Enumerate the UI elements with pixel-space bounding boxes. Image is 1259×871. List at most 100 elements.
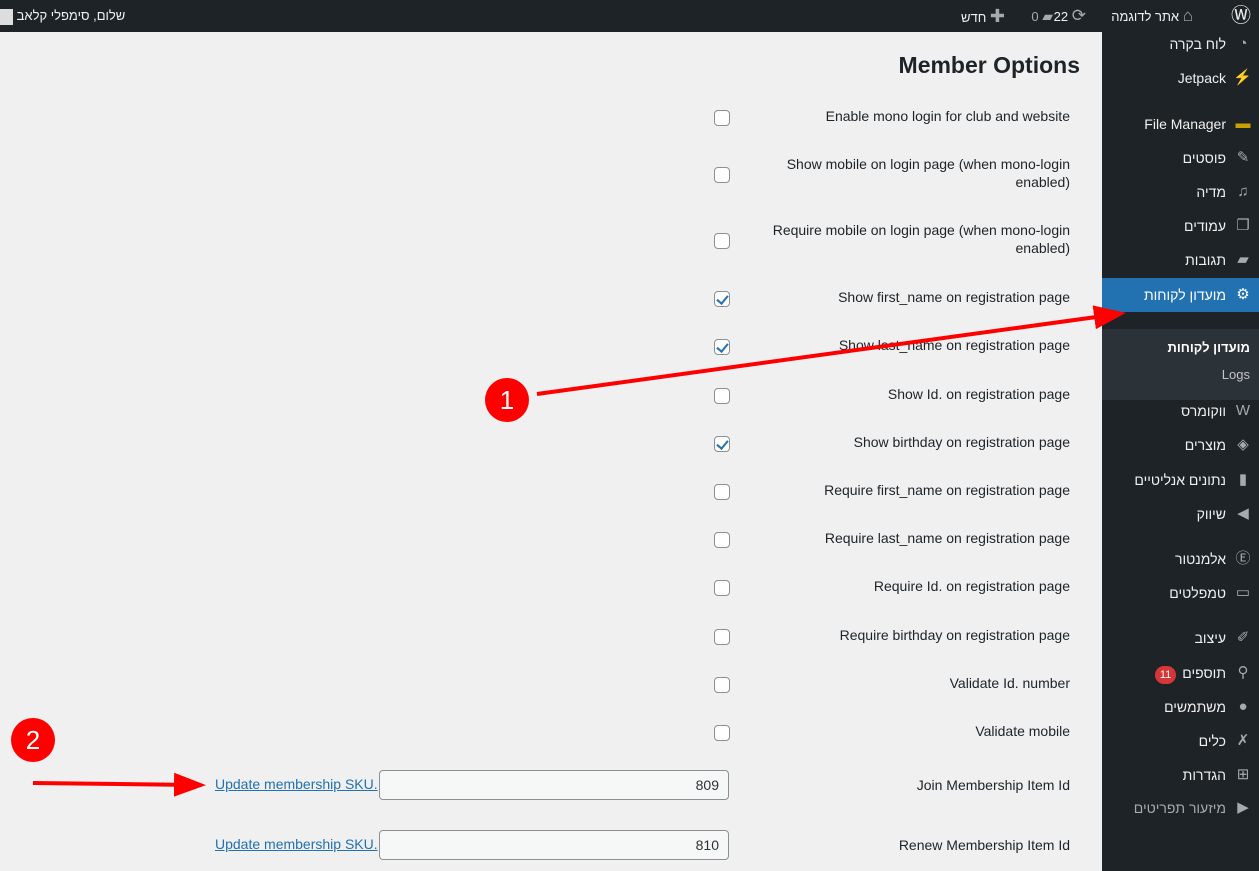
sidebar-item-label: עיצוב	[1194, 630, 1226, 646]
update-badge: 11	[1154, 666, 1177, 684]
sidebar-item[interactable]: ▰ תגובות	[1102, 243, 1259, 277]
sidebar-item-label: משתמשים	[1164, 699, 1226, 715]
sidebar-item-label: שיווק	[1196, 506, 1226, 522]
page-title: Member Options	[898, 52, 1080, 78]
sidebar-item[interactable]: W ווקומרס	[1102, 394, 1259, 428]
new-label: חדש	[961, 10, 987, 25]
join-item-input[interactable]: 809	[379, 770, 729, 800]
sidebar-item-label: תוספים	[1182, 665, 1226, 681]
option-checkbox[interactable]	[714, 629, 730, 645]
sidebar-item[interactable]: ⚲ תוספים 11	[1102, 656, 1259, 690]
option-checkbox[interactable]	[714, 167, 730, 183]
option-checkbox[interactable]	[714, 484, 730, 500]
sidebar-item[interactable]: ▭ טמפלטים	[1102, 576, 1259, 610]
sidebar-item-label: ווקומרס	[1180, 403, 1226, 419]
option-label: Require mobile on login page (when mono-…	[772, 222, 1070, 256]
elementor-icon: Ⓔ	[1235, 550, 1251, 567]
comments-count: 0	[1031, 9, 1039, 24]
submenu-item-club[interactable]: מועדון לקוחות	[1167, 340, 1250, 355]
option-checkbox[interactable]	[714, 291, 730, 307]
brush-icon: ✐	[1236, 629, 1250, 646]
sidebar-item-label: מדיה	[1196, 184, 1226, 200]
join-item-label: Join Membership Item Id	[916, 777, 1070, 793]
sidebar-item[interactable]: ▮ נתונים אנליטיים	[1102, 463, 1259, 497]
option-checkbox[interactable]	[714, 580, 730, 596]
option-checkbox[interactable]	[714, 436, 730, 452]
pages-icon: ❐	[1236, 217, 1250, 234]
sidebar-item-label: מוצרים	[1184, 437, 1226, 453]
sidebar-item[interactable]: ⊞ הגדרות	[1102, 758, 1259, 792]
refresh-icon: ⟳	[1071, 6, 1086, 25]
user-icon: ●	[1238, 698, 1248, 715]
comments-link[interactable]: ▰ 0	[1031, 0, 1053, 32]
settings-icon: ⊞	[1236, 766, 1250, 783]
sidebar-item-label: מיזעור תפריטים	[1133, 800, 1226, 816]
wordpress-logo-icon[interactable]: Ⓦ	[1231, 5, 1251, 27]
submenu-item-logs[interactable]: Logs	[1221, 367, 1250, 382]
option-label: Show birthday on registration page	[853, 434, 1070, 450]
my-account-link[interactable]: שלום, סימפלי קלאב	[0, 0, 125, 32]
plugin-icon: ⚲	[1237, 664, 1249, 681]
gear-icon: ⚙	[1236, 286, 1250, 303]
arrow-2	[32, 772, 206, 797]
renew-item-label: Renew Membership Item Id	[898, 837, 1070, 853]
sidebar-item[interactable]: ▬ File Manager	[1102, 107, 1259, 141]
option-checkbox[interactable]	[714, 339, 730, 355]
updates-link[interactable]: ⟳ 22	[1054, 0, 1086, 32]
option-checkbox[interactable]	[714, 233, 730, 249]
annotation-1: 1	[485, 378, 529, 422]
renew-item-input[interactable]: 810	[379, 830, 729, 860]
sidebar-item[interactable]: ▶ מיזעור תפריטים	[1102, 791, 1259, 825]
sidebar-item-label: File Manager	[1144, 116, 1226, 132]
home-icon: ⌂	[1182, 6, 1193, 25]
sidebar-item[interactable]: Ⓔ אלמנטור	[1102, 542, 1259, 576]
comments-icon: ▰	[1237, 251, 1249, 268]
option-checkbox[interactable]	[714, 725, 730, 741]
sidebar-item[interactable]: ✐ עיצוב	[1102, 621, 1259, 655]
option-label: Require first_name on registration page	[824, 482, 1070, 498]
sidebar-item[interactable]: ◔ לוח בקרה	[1102, 27, 1259, 61]
option-label: Enable mono login for club and website	[825, 108, 1070, 124]
sidebar-item-label: מועדון לקוחות	[1143, 287, 1226, 303]
sidebar-item[interactable]: ◈ מוצרים	[1102, 428, 1259, 462]
sidebar-item[interactable]: ● משתמשים	[1102, 690, 1259, 724]
sidebar-item[interactable]: ♫ מדיה	[1102, 175, 1259, 209]
update-sku-link[interactable]: Update membership SKU.	[215, 836, 378, 852]
arrow-1	[536, 305, 1126, 396]
option-checkbox[interactable]	[714, 110, 730, 126]
sidebar-item[interactable]: ⚙ מועדון לקוחות	[1102, 278, 1259, 312]
new-content-link[interactable]: ✚ חדש	[961, 0, 1005, 32]
admin-sidebar: מועדון לקוחות Logs ◔ לוח בקרה ⚡ Jetpack ▬ Fil…	[1102, 32, 1259, 871]
sidebar-item[interactable]: ⚡ Jetpack	[1102, 61, 1259, 95]
wrench-icon: ✗	[1236, 732, 1250, 749]
option-label: Require birthday on registration page	[839, 627, 1070, 643]
media-icon: ♫	[1237, 183, 1249, 200]
sidebar-item[interactable]: ✎ פוסטים	[1102, 141, 1259, 175]
sidebar-item-label: טמפלטים	[1169, 585, 1226, 601]
update-sku-link[interactable]: Update membership SKU.	[215, 776, 378, 792]
sidebar-item[interactable]: ◀ שיווק	[1102, 497, 1259, 531]
option-checkbox[interactable]	[714, 677, 730, 693]
site-name-link[interactable]: ⌂ אתר לדוגמה	[1111, 0, 1193, 32]
sidebar-item-label: עמודים	[1183, 218, 1226, 234]
sidebar-item-label: Jetpack	[1177, 70, 1226, 86]
option-label: Show first_name on registration page	[838, 289, 1070, 305]
sidebar-item[interactable]: ❐ עמודים	[1102, 209, 1259, 243]
collapse-icon: ▶	[1237, 799, 1249, 816]
sidebar-item-label: נתונים אנליטיים	[1134, 472, 1226, 488]
option-checkbox[interactable]	[714, 532, 730, 548]
admin-bar: Ⓦ ⌂ אתר לדוגמה ⟳ 22 ▰ 0 ✚ חדש שלום, סימפ…	[0, 0, 1259, 32]
submenu: מועדון לקוחות Logs	[1102, 329, 1259, 400]
option-label: Require Id. on registration page	[873, 578, 1070, 594]
sidebar-item-label: אלמנטור	[1175, 551, 1226, 567]
pin-icon: ✎	[1236, 149, 1250, 166]
plus-icon: ✚	[989, 6, 1005, 26]
avatar	[0, 8, 13, 25]
chart-icon: ▮	[1238, 471, 1248, 488]
sidebar-item[interactable]: ✗ כלים	[1102, 724, 1259, 758]
option-label: Validate Id. number	[949, 675, 1070, 691]
option-checkbox[interactable]	[714, 388, 730, 404]
updates-count: 22	[1053, 9, 1069, 24]
folder-open-icon: ▭	[1235, 584, 1251, 601]
